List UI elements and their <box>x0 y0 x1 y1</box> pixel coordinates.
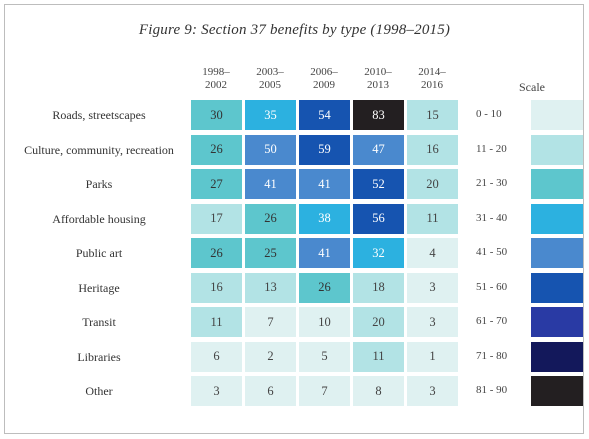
column-header-line1: 2006– <box>310 66 338 78</box>
heatmap-cell: 41 <box>299 169 350 199</box>
heatmap-cell: 32 <box>353 238 404 268</box>
scale-label: 11 - 20 <box>476 142 507 155</box>
scale-swatch <box>531 272 583 303</box>
heatmap-cell: 38 <box>299 203 350 234</box>
heatmap-cell: 52 <box>353 169 404 199</box>
column-header-line1: 2003– <box>256 66 284 78</box>
scale-label: 71 - 80 <box>476 349 508 362</box>
scale-swatch <box>531 238 583 268</box>
heatmap-cell: 3 <box>407 272 458 303</box>
row-label: Roads, streetscapes <box>52 108 146 122</box>
figure-title: Figure 9: Section 37 benefits by type (1… <box>138 22 451 38</box>
column-header: 2003– 2005 <box>245 66 295 92</box>
row-label: Parks <box>85 177 113 191</box>
heatmap-cell: 7 <box>245 307 296 337</box>
heatmap-cell: 6 <box>191 341 242 372</box>
row-label: Affordable housing <box>52 211 146 226</box>
heatmap-cell: 11 <box>407 203 458 234</box>
scale-label: 0 - 10 <box>476 108 502 120</box>
heatmap-cell: 26 <box>191 238 242 268</box>
column-header: 2014– 2016 <box>407 66 457 92</box>
heatmap-cell: 26 <box>245 203 296 234</box>
heatmap-cell: 3 <box>407 307 458 337</box>
column-header-line1: 2010– <box>364 66 392 78</box>
heatmap-cell: 27 <box>191 169 242 199</box>
heatmap-cell: 16 <box>407 134 458 165</box>
scale-swatch <box>531 376 583 406</box>
column-header: 2010– 2013 <box>353 66 403 92</box>
heatmap-cell: 5 <box>299 341 350 372</box>
heatmap-cell: 11 <box>191 307 242 337</box>
heatmap-cell: 13 <box>245 272 296 303</box>
row-label: Other <box>85 384 113 398</box>
scale-swatch <box>531 169 583 199</box>
scale-swatch <box>531 100 583 130</box>
row-label: Transit <box>82 315 116 329</box>
scale-label: 41 - 50 <box>476 246 508 258</box>
heatmap-cell: 35 <box>245 100 296 130</box>
column-header-line2: 2013 <box>367 79 389 91</box>
scale-label: 61 - 70 <box>476 315 508 327</box>
heatmap-cell: 26 <box>299 272 350 303</box>
heatmap-cell: 20 <box>407 169 458 199</box>
column-header-line1: 2014– <box>418 66 446 78</box>
heatmap-cell: 18 <box>353 272 404 303</box>
scale-swatch <box>531 134 583 165</box>
scale-label: 51 - 60 <box>476 280 508 293</box>
heatmap-cell: 11 <box>353 341 404 372</box>
heatmap-cell: 2 <box>245 341 296 372</box>
column-header-line1: 1998– <box>202 66 230 78</box>
scale-label: 31 - 40 <box>476 211 508 224</box>
heatmap-cell: 59 <box>299 134 350 165</box>
row-label: Heritage <box>78 280 120 295</box>
row-label: Public art <box>75 246 123 260</box>
scale-swatch <box>531 341 583 372</box>
heatmap-cell: 26 <box>191 134 242 165</box>
heatmap-cell: 83 <box>353 100 404 130</box>
column-header-line2: 2002 <box>205 79 227 91</box>
heatmap-cell: 17 <box>191 203 242 234</box>
heatmap-cell: 16 <box>191 272 242 303</box>
heatmap-cell: 54 <box>299 100 350 130</box>
heatmap-cell: 56 <box>353 203 404 234</box>
heatmap-cell: 3 <box>191 376 242 406</box>
heatmap-cell: 47 <box>353 134 404 165</box>
scale-swatch <box>531 203 583 234</box>
heatmap-cell: 30 <box>191 100 242 130</box>
column-header-line2: 2005 <box>259 79 281 91</box>
scale-label: 21 - 30 <box>476 177 508 189</box>
heatmap-cell: 3 <box>407 376 458 406</box>
heatmap-cell: 25 <box>245 238 296 268</box>
row-label: Culture, community, recreation <box>24 142 174 157</box>
heatmap-cell: 15 <box>407 100 458 130</box>
heatmap-cell: 7 <box>299 376 350 406</box>
heatmap-cell: 41 <box>299 238 350 268</box>
column-header: 1998– 2002 <box>191 66 241 92</box>
column-header: 2006– 2009 <box>299 66 349 92</box>
heatmap-cell: 20 <box>353 307 404 337</box>
scale-swatch <box>531 307 583 337</box>
heatmap-cell: 10 <box>299 307 350 337</box>
column-header-line2: 2009 <box>313 79 335 91</box>
heatmap-cell: 8 <box>353 376 404 406</box>
heatmap-cell: 4 <box>407 238 458 268</box>
heatmap-cell: 41 <box>245 169 296 199</box>
heatmap-cell: 6 <box>245 376 296 406</box>
heatmap-cell: 1 <box>407 341 458 372</box>
row-label: Libraries <box>77 349 121 364</box>
scale-label: 81 - 90 <box>476 384 508 396</box>
heatmap-cell: 50 <box>245 134 296 165</box>
column-header-line2: 2016 <box>421 79 443 91</box>
scale-title: Scale <box>519 80 545 94</box>
